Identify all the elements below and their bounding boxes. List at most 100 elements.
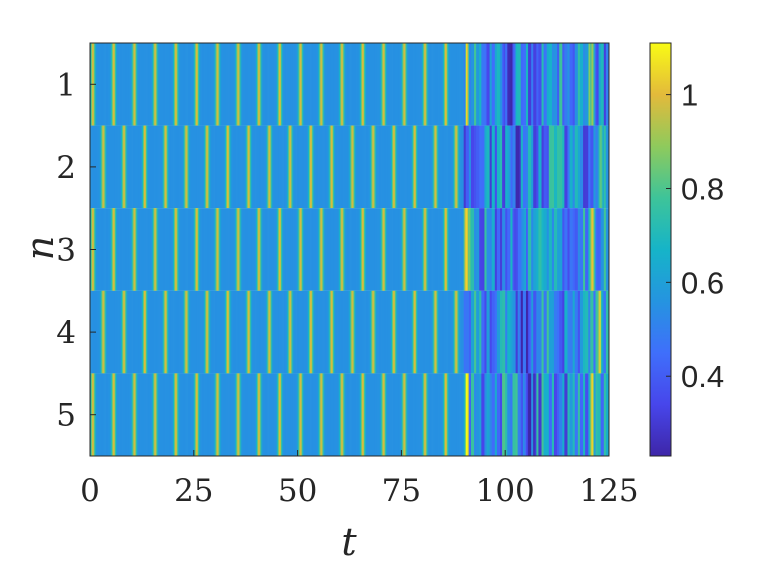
heatmap-cell (383, 43, 386, 126)
heatmap-cell (575, 125, 578, 209)
heatmap-cell (115, 290, 118, 374)
heatmap-cell (134, 125, 137, 209)
heatmap-cell (200, 373, 202, 456)
heatmap-cell (574, 373, 577, 456)
heatmap-cell (195, 290, 198, 374)
heatmap-cell (449, 373, 451, 456)
heatmap-cell (225, 43, 228, 126)
heatmap-cell (202, 208, 204, 291)
heatmap-cell (356, 125, 359, 209)
heatmap-cell (494, 373, 497, 456)
heatmap-cell (111, 208, 114, 291)
heatmap-cell (340, 373, 342, 456)
heatmap-cell (405, 43, 407, 126)
heatmap-cell (524, 373, 527, 456)
heatmap-cell (317, 125, 319, 209)
heatmap-cell (270, 290, 273, 374)
heatmap-cell (230, 373, 232, 456)
heatmap-cell (102, 208, 104, 291)
heatmap-cell (572, 373, 575, 456)
heatmap-cell (435, 43, 438, 126)
heatmap-cell (189, 290, 192, 374)
heatmap-cell (166, 290, 169, 374)
heatmap-cell (491, 290, 494, 374)
heatmap-cell (121, 208, 123, 291)
heatmap-cell (142, 125, 145, 209)
heatmap-cell (394, 290, 396, 374)
heatmap-cell (485, 125, 487, 209)
heatmap-cell (382, 43, 385, 126)
heatmap-cell (544, 290, 547, 374)
heatmap-cell (231, 208, 233, 291)
heatmap-cell (415, 373, 418, 456)
heatmap-cell (546, 208, 549, 291)
heatmap-cell (132, 125, 134, 209)
heatmap-cell (536, 43, 538, 126)
heatmap-cell (592, 373, 594, 456)
heatmap-cell (271, 43, 274, 126)
heatmap-cell (580, 43, 583, 126)
heatmap-cell (383, 125, 386, 209)
heatmap-cell (515, 208, 518, 291)
heatmap-cell (169, 43, 172, 126)
heatmap-cell (485, 290, 487, 374)
heatmap-cell (305, 43, 308, 126)
heatmap-cell (134, 43, 137, 126)
heatmap-cell (416, 125, 419, 209)
heatmap-cell (136, 43, 139, 126)
heatmap-cell (535, 373, 537, 456)
heatmap-cell (120, 208, 122, 291)
heatmap-cell (579, 125, 582, 209)
heatmap-cell (504, 43, 506, 126)
heatmap-cell (458, 290, 460, 374)
heatmap-cell (593, 373, 595, 456)
heatmap-cell (309, 43, 311, 126)
heatmap-cell (566, 125, 568, 209)
heatmap-cell (380, 373, 383, 456)
heatmap-cell (310, 290, 312, 374)
heatmap-cell (172, 208, 174, 291)
heatmap-cell (317, 208, 319, 291)
heatmap-cell (280, 43, 283, 126)
heatmap-cell (374, 373, 376, 456)
heatmap-cell (303, 373, 306, 456)
heatmap-cell (257, 290, 259, 374)
heatmap-cell (574, 290, 577, 374)
heatmap-cell (220, 43, 223, 126)
heatmap-cell (430, 290, 432, 374)
heatmap-cell (426, 373, 428, 456)
heatmap-cell (141, 125, 144, 209)
heatmap-cell (383, 290, 386, 374)
heatmap-cell (494, 208, 497, 291)
heatmap-cell (488, 43, 491, 126)
heatmap-cell (371, 43, 373, 126)
heatmap-cell (483, 290, 485, 374)
heatmap-cell (409, 290, 412, 374)
heatmap-cell (258, 125, 260, 209)
heatmap-cell (315, 208, 317, 291)
heatmap-cell (299, 373, 302, 456)
heatmap-cell (396, 208, 398, 291)
heatmap-cell (209, 43, 211, 126)
heatmap-cell (131, 208, 133, 291)
heatmap-cell (96, 43, 98, 126)
heatmap-cell (527, 43, 529, 126)
heatmap-cell (536, 125, 538, 209)
heatmap-cell (401, 43, 403, 126)
heatmap-cell (580, 373, 583, 456)
heatmap-cell (163, 373, 166, 456)
heatmap-cell (166, 43, 169, 126)
heatmap-cell (129, 373, 131, 456)
heatmap-cell (218, 290, 221, 374)
heatmap-cell (234, 43, 236, 126)
heatmap-cell (202, 373, 204, 456)
heatmap-cell (231, 43, 233, 126)
heatmap-cell (192, 208, 195, 291)
heatmap-cell (481, 208, 483, 291)
heatmap-cell (230, 290, 232, 374)
heatmap-cell (214, 208, 216, 291)
heatmap-cell (305, 373, 308, 456)
heatmap-cell (170, 373, 173, 456)
heatmap-cell (192, 43, 195, 126)
heatmap-cell (397, 43, 399, 126)
